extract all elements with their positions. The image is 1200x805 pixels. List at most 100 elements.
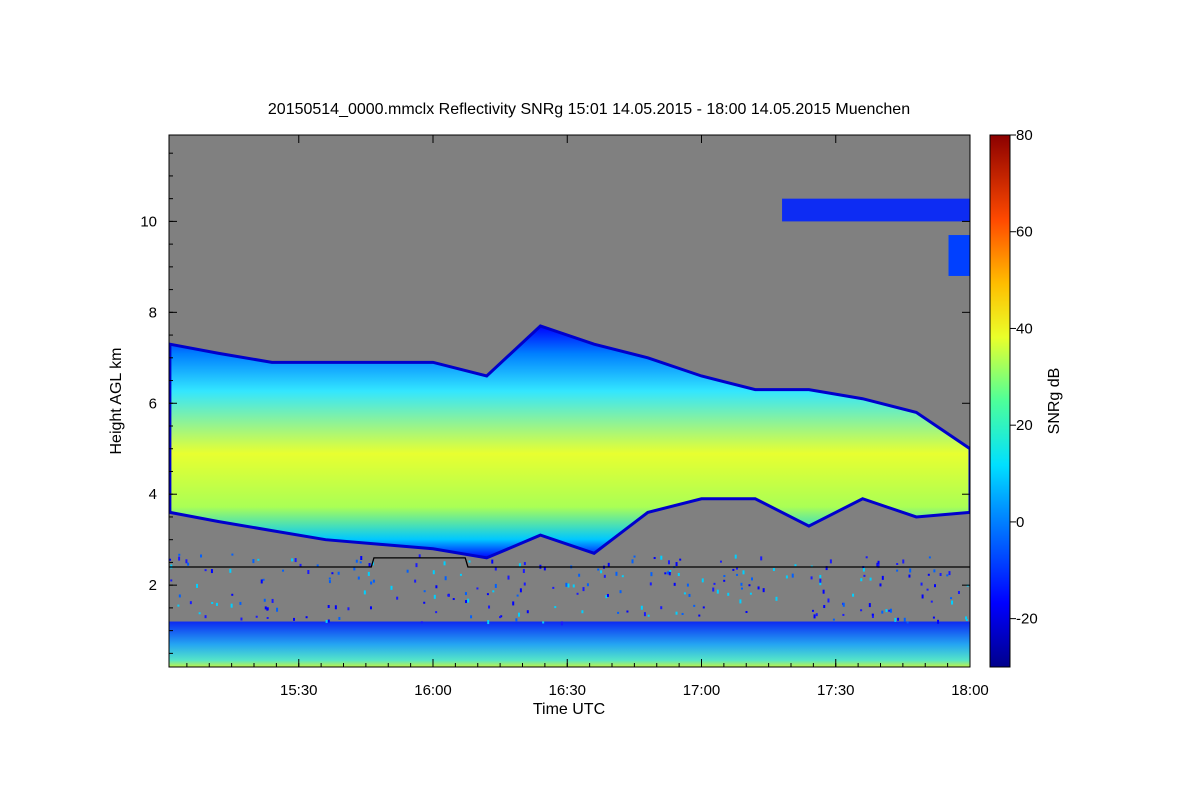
clutter-speckle	[946, 574, 949, 577]
clutter-speckle	[683, 592, 686, 595]
clutter-speckle	[885, 609, 888, 613]
clutter-speckle	[677, 573, 680, 577]
y-tick-label: 4	[149, 486, 157, 503]
clutter-speckle	[299, 563, 302, 567]
clutter-speckle	[600, 570, 603, 574]
clutter-speckle	[328, 577, 331, 580]
colorbar-label: SNRg dB	[1046, 368, 1063, 435]
clutter-speckle	[414, 579, 417, 583]
clutter-speckle	[749, 592, 752, 595]
clutter-speckle	[868, 603, 871, 608]
clutter-speckle	[357, 576, 360, 580]
clutter-speckle	[813, 614, 816, 619]
clutter-speckle	[937, 619, 940, 624]
clutter-speckle	[871, 613, 874, 616]
clutter-speckle	[355, 559, 358, 563]
clutter-speckle	[819, 581, 822, 586]
clutter-speckle	[526, 610, 529, 614]
clutter-speckle	[603, 574, 606, 578]
x-tick-label: 17:00	[683, 682, 721, 699]
clutter-speckle	[518, 612, 521, 617]
clutter-speckle	[842, 602, 845, 607]
clutter-speckle	[650, 572, 653, 577]
colorbar-tick-label: -20	[1016, 611, 1038, 628]
clutter-speckle	[832, 618, 835, 621]
clutter-speckle	[810, 576, 813, 580]
clutter-speckle	[432, 570, 435, 575]
colorbar-tick-label: 20	[1016, 417, 1033, 434]
clutter-speckle	[852, 593, 855, 597]
clutter-speckle	[468, 560, 471, 563]
plot-area	[169, 198, 970, 667]
clutter-speckle	[215, 602, 218, 606]
y-tick-label: 10	[140, 213, 157, 230]
clutter-speckle	[723, 579, 726, 582]
clutter-speckle	[257, 558, 260, 561]
clutter-speckle	[740, 587, 743, 590]
clutter-speckle	[169, 558, 172, 561]
clutter-speckle	[305, 616, 308, 619]
clutter-speckle	[748, 584, 751, 587]
clutter-speckle	[518, 563, 521, 568]
clutter-speckle	[231, 553, 234, 556]
clutter-speckle	[581, 610, 584, 614]
clutter-speckle	[494, 583, 497, 588]
clutter-speckle	[951, 600, 954, 605]
colorbar-tick-label: 80	[1016, 127, 1033, 144]
clutter-speckle	[794, 564, 797, 567]
clutter-speckle	[869, 577, 872, 581]
clutter-speckle	[865, 556, 868, 559]
clutter-speckle	[723, 575, 726, 578]
clutter-speckle	[664, 572, 667, 575]
clutter-speckle	[264, 606, 267, 610]
clutter-speckle	[760, 556, 763, 561]
clutter-speckle	[675, 611, 678, 615]
clutter-speckle	[170, 579, 173, 582]
clutter-speckle	[470, 615, 473, 619]
clutter-speckle	[516, 594, 519, 597]
clutter-speckle	[686, 583, 689, 587]
clutter-speckle	[307, 570, 310, 575]
clutter-speckle	[626, 610, 629, 613]
clutter-speckle	[908, 574, 911, 578]
clutter-speckle	[815, 613, 818, 617]
clutter-speckle	[735, 567, 738, 570]
y-tick-label: 8	[149, 304, 157, 321]
clutter-speckle	[282, 569, 285, 572]
y-axis-label: Height AGL km	[108, 347, 125, 454]
clutter-speckle	[390, 585, 393, 590]
clutter-speckle	[948, 571, 951, 576]
clutter-speckle	[819, 578, 822, 583]
clutter-speckle	[660, 606, 663, 610]
clutter-speckle	[909, 568, 912, 573]
clutter-speckle	[881, 575, 884, 580]
clutter-speckle	[719, 560, 722, 563]
clutter-speckle	[444, 576, 447, 581]
clutter-speckle	[640, 605, 643, 610]
clutter-speckle	[260, 579, 263, 584]
clutter-speckle	[464, 592, 467, 596]
clutter-speckle	[423, 590, 426, 593]
clutter-speckle	[229, 568, 232, 573]
clutter-speckle	[266, 617, 269, 620]
clutter-speckle	[939, 573, 942, 577]
clutter-speckle	[732, 568, 735, 571]
clutter-speckle	[742, 570, 745, 575]
clutter-speckle	[443, 561, 446, 566]
clutter-speckle	[716, 589, 719, 594]
clutter-speckle	[667, 560, 670, 565]
cloud-base-line	[169, 557, 970, 568]
clutter-speckle	[698, 614, 701, 617]
clutter-speckle	[660, 555, 663, 560]
clutter-speckle	[889, 608, 892, 613]
clutter-speckle	[325, 619, 328, 623]
clutter-speckle	[879, 583, 882, 587]
clutter-speckle	[666, 571, 669, 575]
clutter-speckle	[597, 568, 600, 571]
clutter-speckle	[862, 567, 865, 572]
clutter-speckle	[713, 582, 716, 585]
clutter-speckle	[903, 617, 906, 622]
clutter-speckle	[435, 585, 438, 589]
clutter-speckle	[757, 586, 760, 590]
colorbar-axis: -20 0 20 40 60 80	[1010, 127, 1038, 628]
